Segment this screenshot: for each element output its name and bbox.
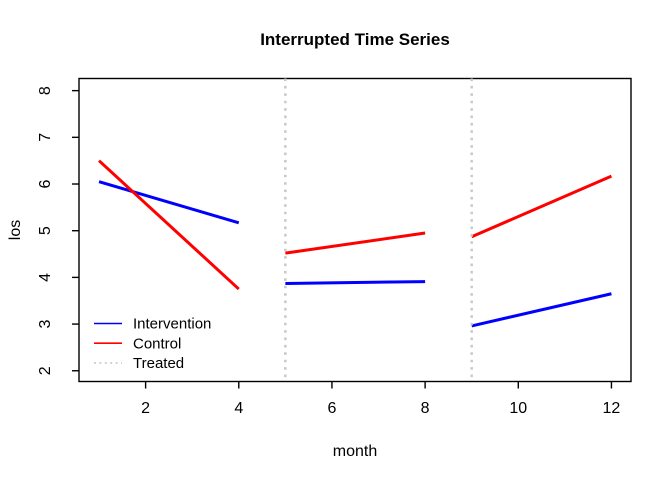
y-tick-label: 6 — [37, 179, 54, 188]
series-line-control — [98, 159, 240, 291]
y-tick-label: 3 — [37, 320, 54, 329]
legend-label-control: Control — [133, 335, 181, 352]
y-axis-label: los — [7, 220, 24, 240]
plot-border — [78, 77, 632, 383]
x-tick-label: 2 — [141, 400, 150, 417]
legend-label-treated: Treated — [133, 355, 184, 372]
chart-title: Interrupted Time Series — [260, 30, 450, 49]
plot-area: 2 4 6 8 10 12 2 3 4 5 6 7 8 Intervention Control Treate… — [37, 78, 621, 417]
x-tick-label: 4 — [234, 400, 243, 417]
x-tick-label: 10 — [509, 400, 527, 417]
x-tick-label: 8 — [421, 400, 430, 417]
y-tick-label: 2 — [37, 366, 54, 375]
series-line-intervention — [98, 180, 240, 225]
x-tick-label: 6 — [327, 400, 336, 417]
y-tick-label: 5 — [37, 226, 54, 235]
series-line-control — [285, 231, 426, 255]
x-tick-label: 12 — [603, 400, 621, 417]
x-axis-label: month — [333, 443, 377, 460]
y-tick-label: 4 — [37, 273, 54, 282]
legend-label-intervention: Intervention — [133, 316, 211, 333]
series-line-intervention — [471, 292, 612, 328]
series-line-control — [471, 174, 613, 239]
y-tick-label: 7 — [37, 133, 54, 142]
series-line-intervention — [285, 280, 426, 285]
y-tick-label: 8 — [37, 86, 54, 95]
